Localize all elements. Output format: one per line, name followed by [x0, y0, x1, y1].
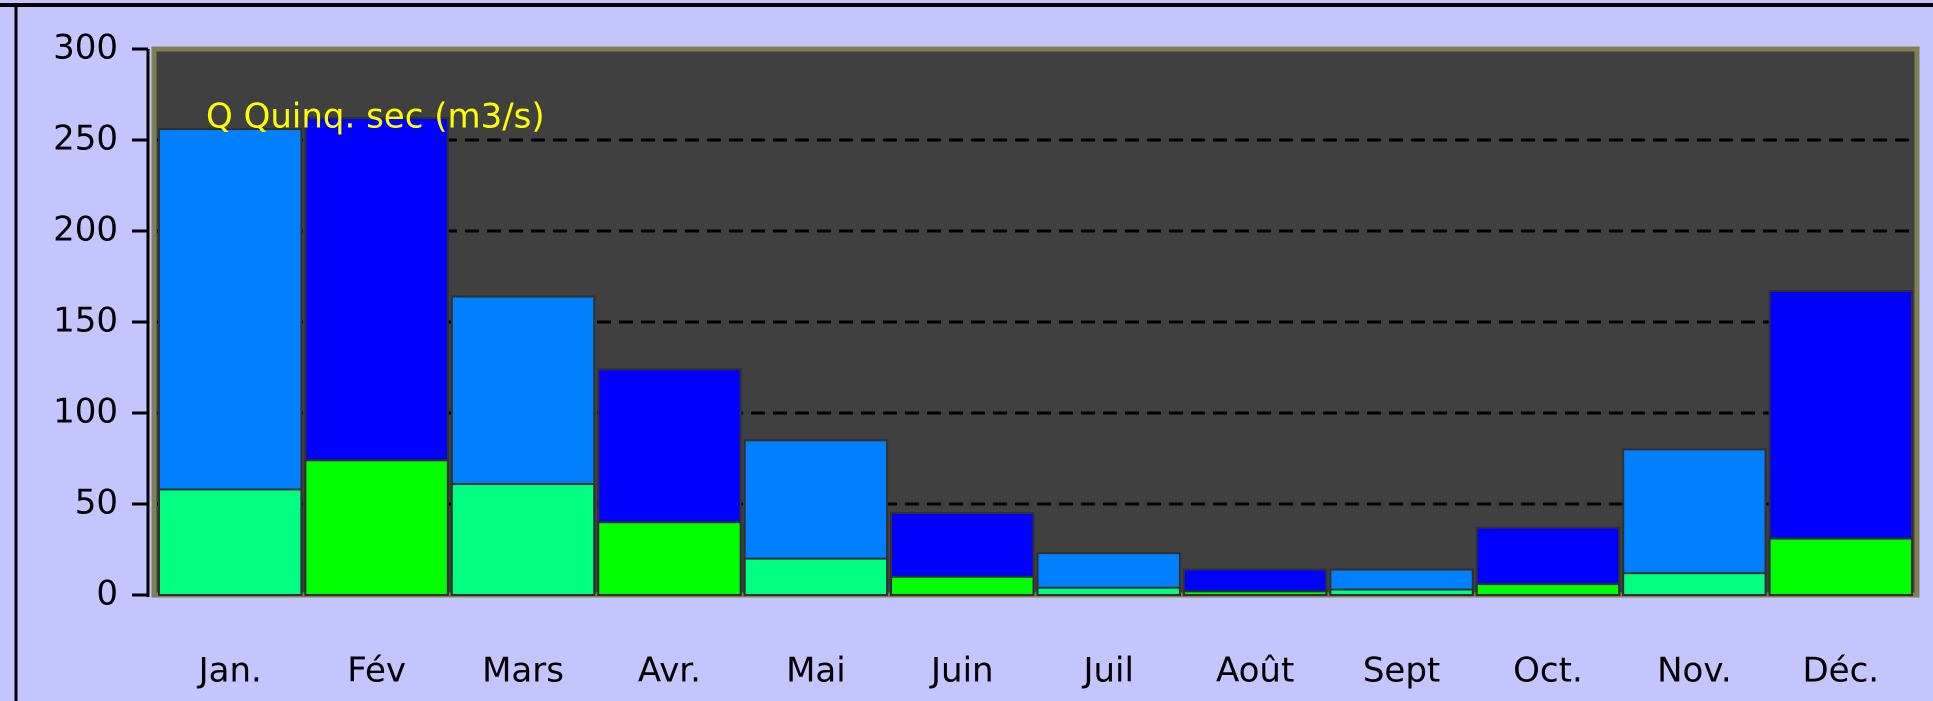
y-tick-label: 50: [75, 483, 118, 523]
y-tick-label: 300: [53, 28, 118, 68]
bar: [1329, 588, 1474, 596]
bar: [1622, 572, 1767, 596]
bar: [158, 488, 303, 596]
x-tick-label: Juil: [1081, 651, 1133, 691]
bar: [1036, 586, 1181, 596]
chart-title: Q Quinq. sec (m3/s): [206, 97, 545, 137]
bar: [1182, 590, 1328, 596]
x-tick-label: Août: [1216, 651, 1294, 691]
bar: [1768, 537, 1914, 597]
x-tick-label: Jan.: [197, 651, 262, 691]
x-tick-label: Fév: [347, 651, 406, 691]
bar: [1475, 583, 1621, 597]
x-tick-label: Sept: [1363, 651, 1440, 691]
y-tick-label: 100: [53, 392, 118, 432]
x-tick-label: Mai: [786, 651, 846, 691]
x-tick-label: Mars: [482, 651, 564, 691]
y-tick-label: 150: [53, 301, 118, 341]
bar: [743, 557, 889, 596]
bar: [1622, 448, 1767, 596]
x-tick-label: Déc.: [1802, 651, 1879, 691]
bars: [158, 117, 1914, 597]
bar: [597, 521, 742, 597]
x-tick-label: Juin: [929, 651, 994, 691]
y-tick-label: 200: [53, 210, 118, 250]
x-tick-label: Oct.: [1513, 651, 1583, 691]
y-tick-label: 0: [96, 574, 118, 614]
x-tick-label: Avr.: [638, 651, 701, 691]
grid: [157, 138, 1914, 506]
bar: [890, 575, 1035, 596]
bar: [450, 482, 596, 597]
x-tick-label: Nov.: [1657, 651, 1732, 691]
bar: [304, 459, 449, 596]
y-tick-label: 250: [53, 119, 118, 159]
